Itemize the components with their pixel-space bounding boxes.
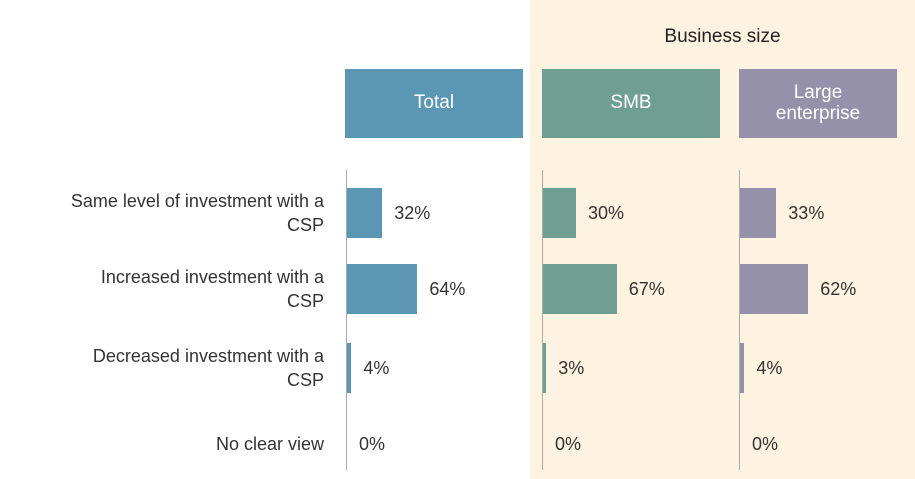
category-label: Same level of investment with a CSP [70, 190, 324, 235]
value-label: 4% [363, 358, 390, 378]
bar [543, 188, 576, 238]
series-name: Large enterprise [775, 81, 861, 124]
value-label: 62% [820, 279, 857, 299]
value-label: 0% [752, 434, 779, 454]
series-header: Large enterprise [739, 69, 897, 138]
bar [740, 188, 777, 238]
bar [740, 343, 745, 393]
axis-line [542, 170, 543, 470]
category-label: Decreased investment with a CSP [92, 345, 324, 390]
value-label: 0% [359, 434, 386, 454]
series-header: Total [345, 69, 523, 138]
category-label: No clear view [215, 434, 324, 454]
group-label: Business size [664, 26, 781, 47]
bar [543, 264, 617, 314]
series-header: SMB [542, 69, 720, 138]
value-label: 30% [588, 203, 625, 223]
value-label: 32% [394, 203, 431, 223]
value-label: 0% [555, 434, 582, 454]
bar [347, 264, 418, 314]
series-name: Total [413, 92, 455, 114]
bar [347, 343, 352, 393]
axis-line [739, 170, 740, 470]
value-label: 67% [628, 279, 665, 299]
value-label: 64% [429, 279, 466, 299]
value-label: 3% [558, 358, 585, 378]
category-label: Increased investment with a CSP [100, 266, 324, 311]
bar [543, 343, 547, 393]
series-name: SMB [610, 92, 652, 114]
value-label: 33% [788, 203, 825, 223]
bar [347, 188, 383, 238]
bar [740, 264, 809, 314]
axis-line [346, 170, 347, 470]
value-label: 4% [756, 358, 783, 378]
